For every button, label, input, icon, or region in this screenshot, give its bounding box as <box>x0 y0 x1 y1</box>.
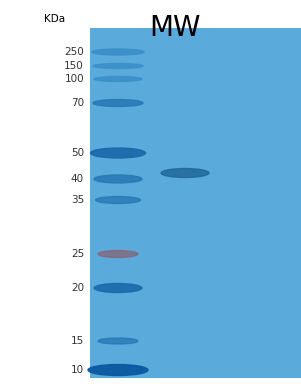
Ellipse shape <box>94 76 142 81</box>
Text: 40: 40 <box>71 174 84 184</box>
Text: 20: 20 <box>71 283 84 293</box>
Text: 25: 25 <box>71 249 84 259</box>
Text: MW: MW <box>149 14 201 42</box>
Text: 15: 15 <box>71 336 84 346</box>
Ellipse shape <box>91 148 145 158</box>
Ellipse shape <box>95 197 141 204</box>
Ellipse shape <box>94 175 142 183</box>
Bar <box>90 28 301 378</box>
Ellipse shape <box>88 364 148 376</box>
Text: 10: 10 <box>71 365 84 375</box>
Ellipse shape <box>92 49 144 55</box>
Ellipse shape <box>94 283 142 293</box>
Text: 150: 150 <box>64 61 84 71</box>
Ellipse shape <box>161 169 209 177</box>
Text: 100: 100 <box>64 74 84 84</box>
Ellipse shape <box>98 250 138 258</box>
Text: 50: 50 <box>71 148 84 158</box>
Ellipse shape <box>93 63 143 68</box>
Text: 70: 70 <box>71 98 84 108</box>
Text: 35: 35 <box>71 195 84 205</box>
Text: 250: 250 <box>64 47 84 57</box>
Text: KDa: KDa <box>45 14 66 24</box>
Ellipse shape <box>93 99 143 106</box>
Ellipse shape <box>98 338 138 344</box>
